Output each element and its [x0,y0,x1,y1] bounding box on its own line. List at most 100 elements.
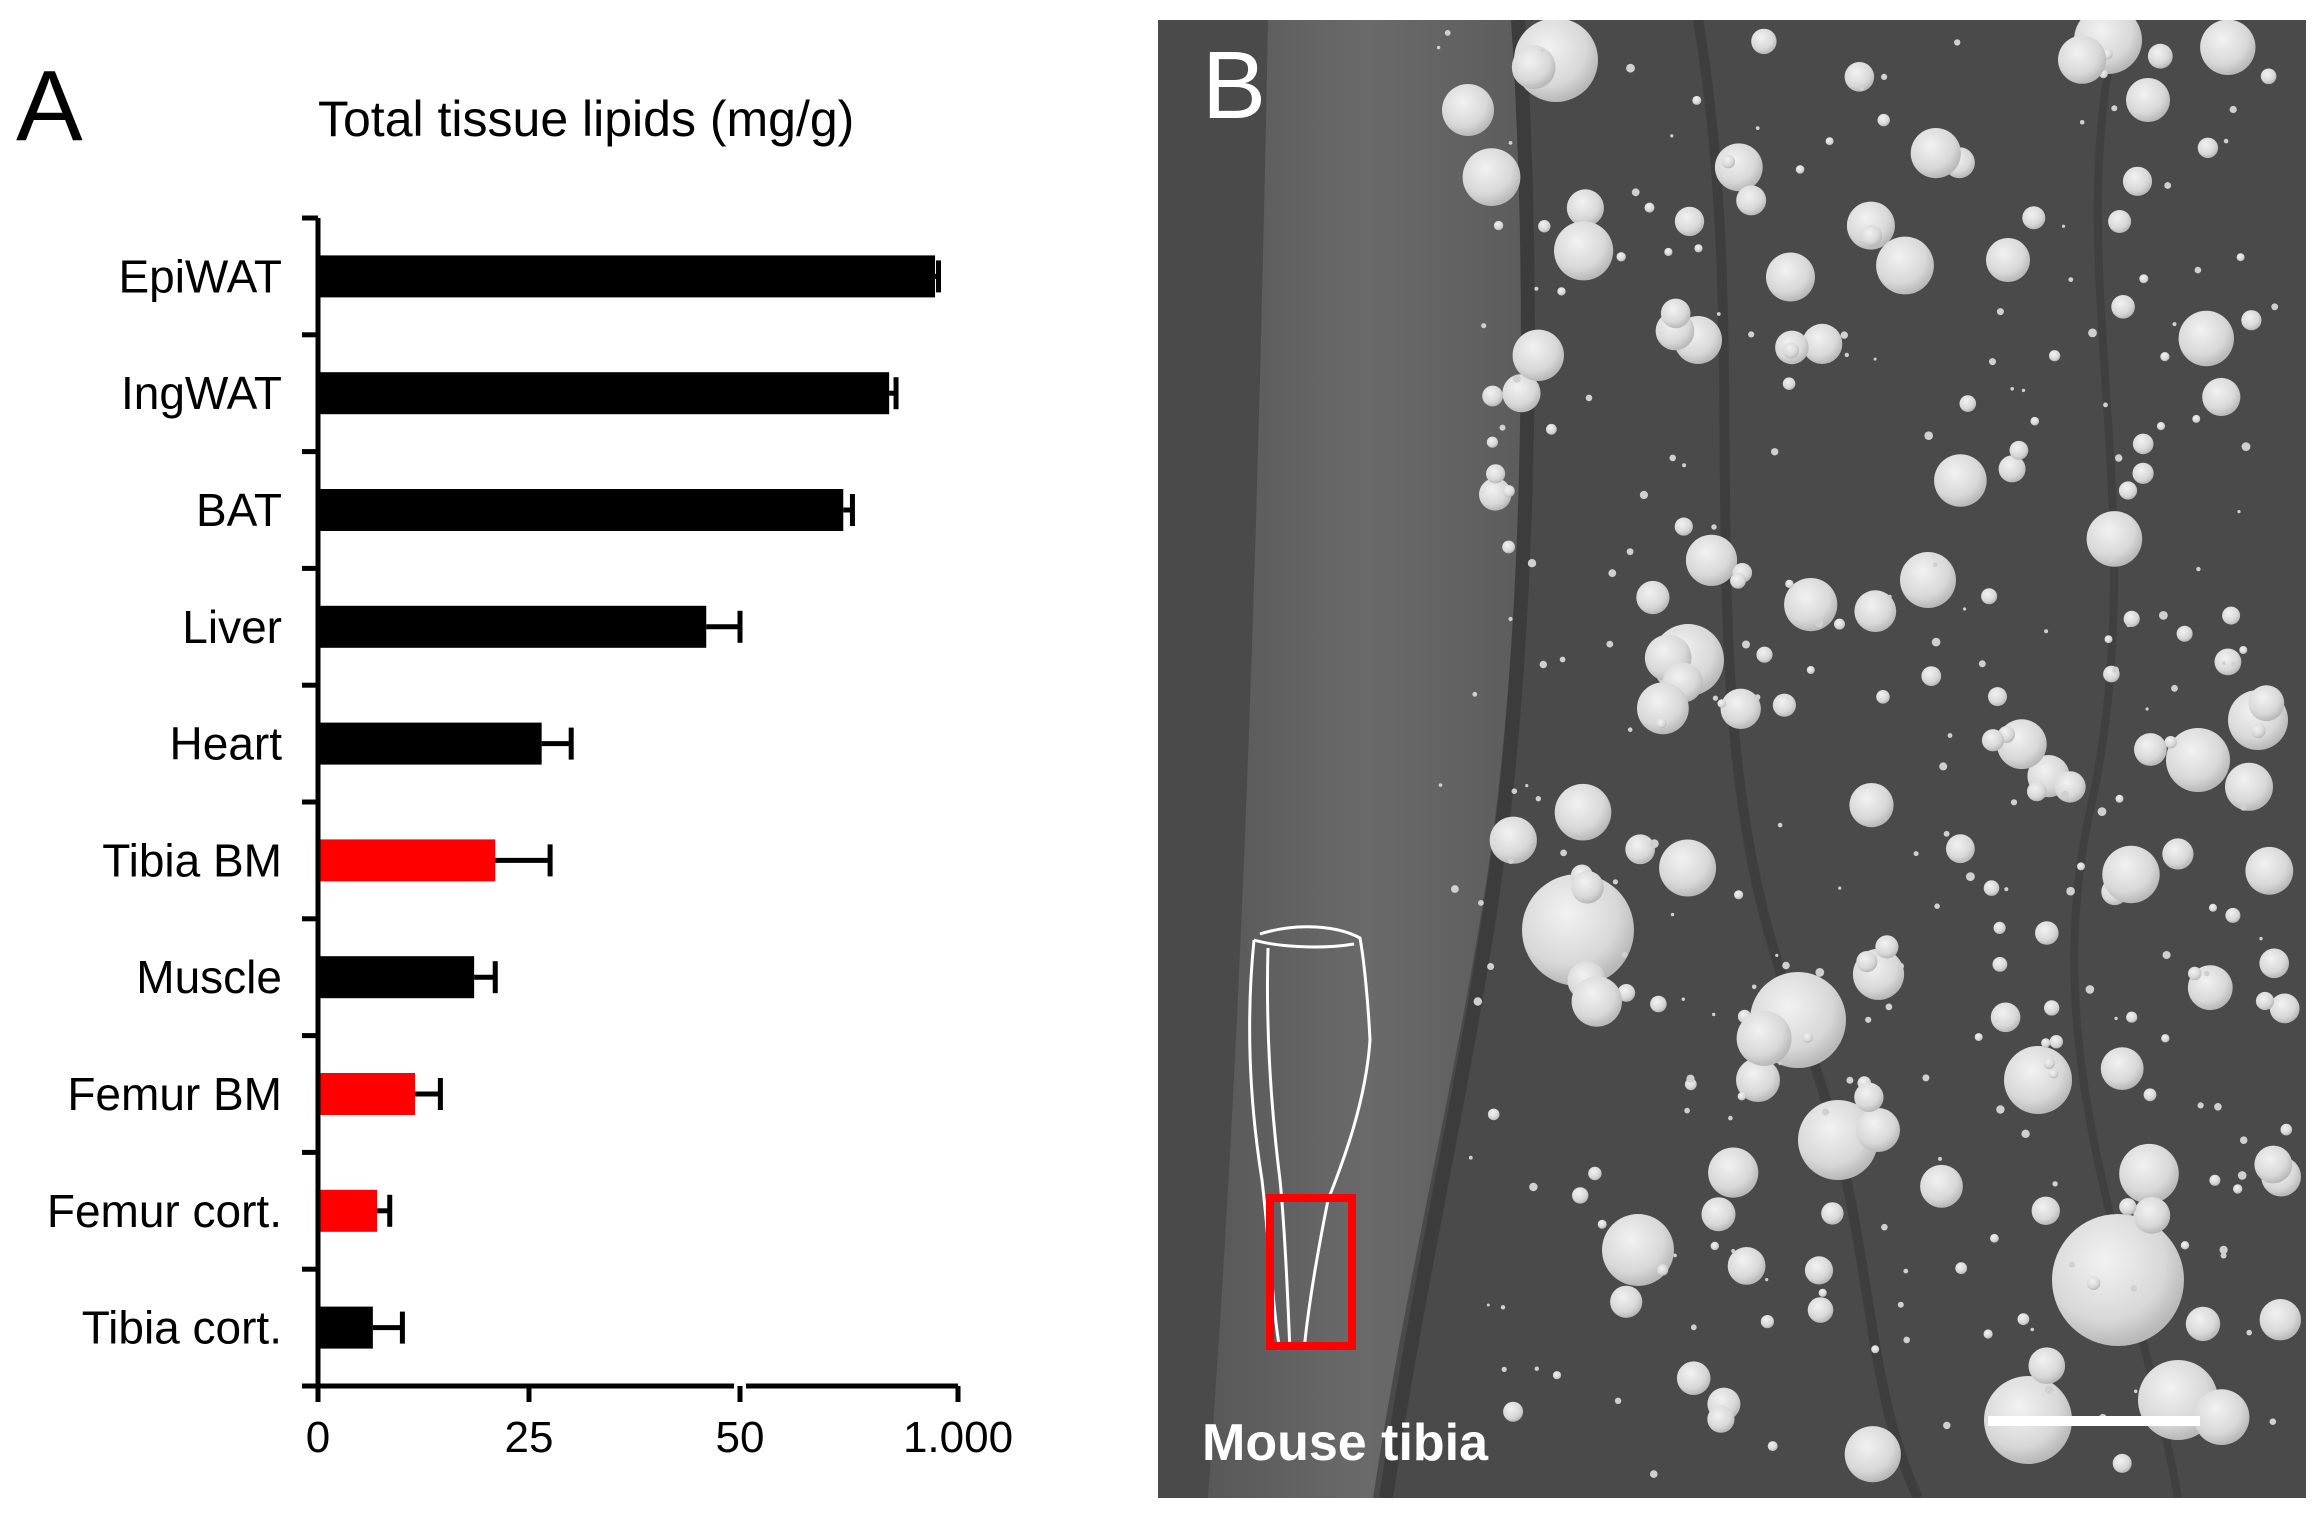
lipid-speck [2229,105,2237,114]
lipid-speck [2060,790,2070,800]
lipid-droplet [1798,1100,1878,1180]
lipid-speck [1608,569,1617,577]
lipid-speck [2197,1102,2204,1109]
lipid-droplet [1710,1241,1719,1251]
lipid-droplet [1721,154,1736,169]
lipid-speck [1468,1155,1473,1160]
lipid-droplet [2132,433,2154,455]
category-label: Femur BM [67,1068,282,1120]
lipid-speck [1639,490,1648,500]
lipid-speck [1775,953,1779,958]
lipid-speck [2115,454,2123,462]
lipid-droplet [1493,220,1504,231]
lipid-speck [1858,84,1865,91]
lipid-speck [1748,331,1755,338]
lipid-droplet [1554,783,1612,841]
lipid-speck [1559,656,1566,663]
lipid-droplet [1821,1202,1844,1225]
lipid-speck [2240,804,2247,811]
lipid-droplet [2259,1299,2301,1341]
lipid-droplet [2166,728,2230,792]
lipid-speck [1881,1223,1888,1231]
lipid-droplet [1856,1108,1900,1152]
lipid-droplet [2200,20,2256,75]
lipid-droplet [1806,666,1815,674]
bars-layer [318,255,941,1349]
lipid-droplet [1694,244,1703,253]
lipid-droplet [1602,1214,1674,1286]
category-label: Tibia cort. [82,1302,282,1354]
lipid-droplet [2193,1389,2250,1445]
bar [318,489,844,531]
lipid-droplet [1554,221,1614,281]
lipid-speck [1527,559,1537,568]
bar [318,1073,416,1115]
lipid-speck [1931,637,1941,647]
lipid-speck [1947,733,1953,738]
lipid-droplet [1983,880,2000,896]
lipid-droplet [2122,166,2153,196]
lipid-speck [1649,839,1659,848]
lipid-droplet [1807,1297,1834,1323]
lipid-speck [2220,1252,2227,1259]
lipid-droplet [2255,991,2275,1011]
lipid-droplet [2251,723,2266,739]
lipid-speck [1887,594,1892,599]
lipid-speck [1472,691,1478,697]
lipid-droplet [2126,78,2170,122]
lipid-speck [1444,30,1451,36]
lipid-droplet [1782,377,1796,391]
lipid-droplet [1756,646,1773,663]
lipid-speck [2030,1327,2035,1332]
x-tick-label: 50 [716,1413,765,1462]
lipid-droplet [2004,1046,2072,1114]
lipid-droplet [1701,1197,1736,1232]
lipid-speck [1499,424,1506,431]
lipid-speck [2145,707,2149,711]
lipid-droplet [1734,890,1744,900]
lipid-speck [1669,454,1676,462]
lipid-speck [1821,1108,1830,1116]
lipid-droplet [1656,718,1667,729]
lipid-droplet [2233,1184,2243,1194]
lipid-droplet [2254,1145,2293,1184]
lipid-droplet [1974,1033,1983,1042]
lipid-droplet [1736,1058,1780,1102]
lipid-speck [2222,661,2226,665]
micrograph-panel: B Mouse tibia [1158,20,2306,1498]
lipid-speck [1939,762,1948,771]
lipid-speck [1989,358,1996,366]
lipid-speck [1673,1253,1677,1258]
lipid-droplet [2133,1197,2171,1234]
lipid-speck [1897,1301,1904,1308]
tibia-outline-icon [1248,925,1372,1351]
lipid-speck [2079,120,2085,125]
bar [318,1306,373,1349]
lipid-speck [1751,984,1757,990]
lipid-speck [2112,666,2119,674]
lipid-droplet [1572,1187,1589,1204]
lipid-speck [2068,1261,2075,1268]
lipid-droplet [1708,1147,1759,1198]
lipid-droplet [2041,1038,2051,1048]
lipid-speck [1540,48,1545,53]
lipid-droplet [1988,687,2007,707]
lipid-speck [1585,394,1593,402]
lipid-speck [1966,872,1975,881]
lipid-droplet [1818,1288,1827,1297]
lipid-droplet [1685,534,1738,586]
lipid-droplet [2119,1198,2137,1216]
lipid-speck [1451,885,1459,893]
category-label: Tibia BM [102,834,282,886]
lipid-droplet [2044,1000,2060,1016]
marrow-strand [1693,20,1923,1498]
lipid-speck [1650,1470,1658,1478]
lipid-droplet [1959,395,1977,412]
lipid-droplet [1802,1032,1813,1043]
bar [318,605,707,648]
lipid-droplet [1462,148,1521,207]
lipid-speck [2219,1245,2228,1254]
lipid-droplet [2043,1057,2055,1070]
lipid-droplet [2031,1196,2060,1226]
lipid-speck [1690,1324,1697,1331]
